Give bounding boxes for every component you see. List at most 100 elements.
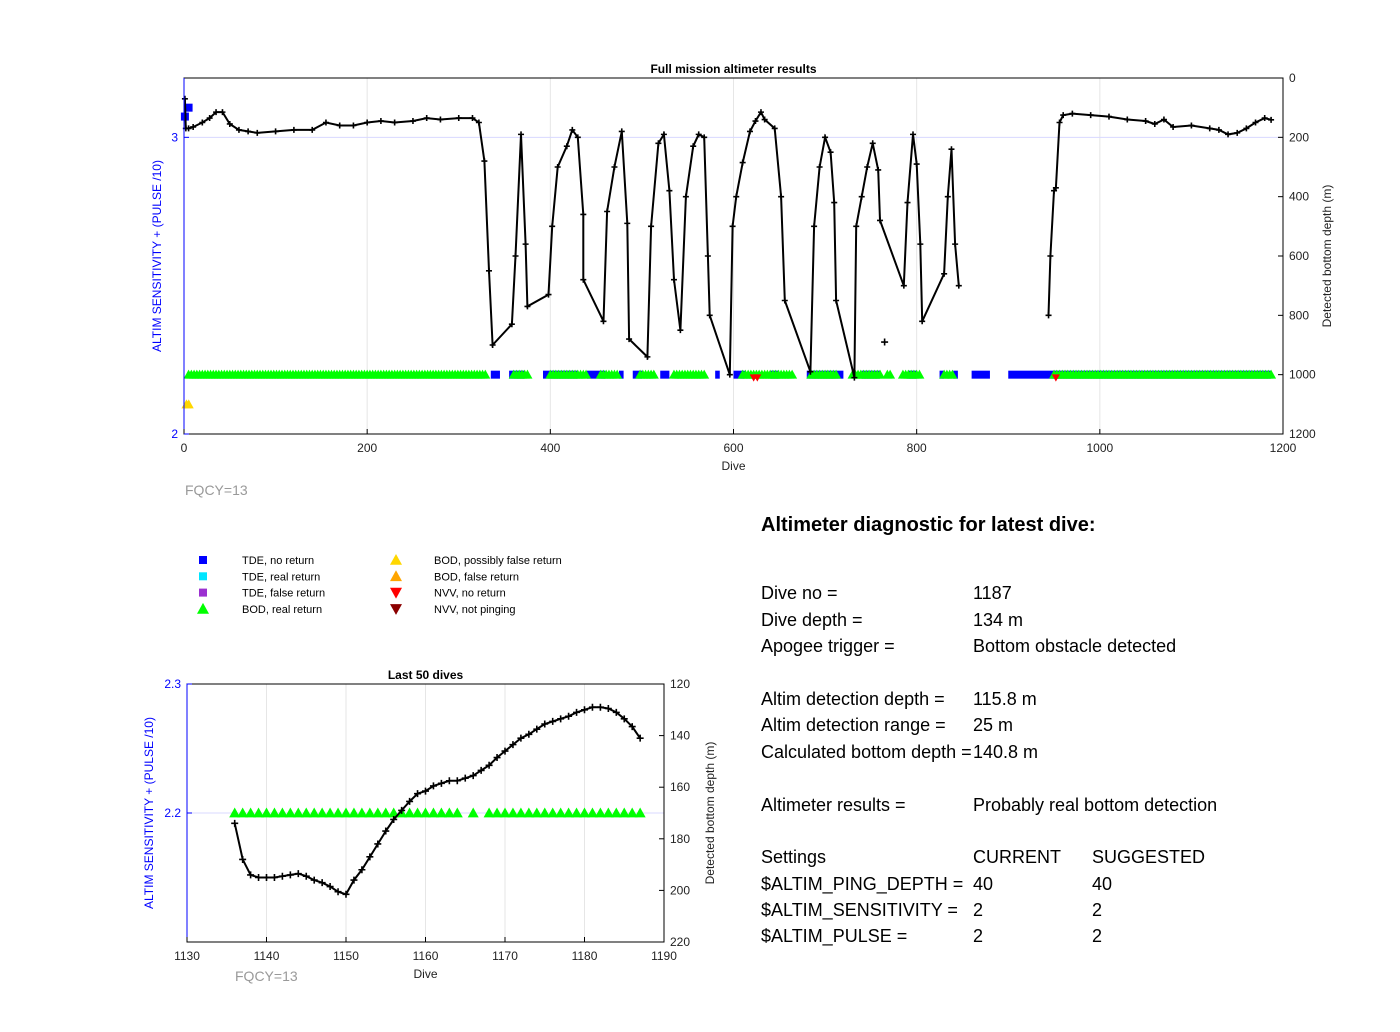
altim-detection-range-label: Altim detection range = [761,715,946,736]
depth-point [900,282,907,289]
bod-real-return-marker [443,807,455,818]
bod-real-return-marker [831,369,842,379]
depth-point [833,297,840,304]
tde-no-return-marker [586,370,606,379]
legend-label: BOD, false return [434,571,519,583]
depth-point [302,872,310,880]
depth-point [580,276,587,283]
sensitivity-current: 2 [973,900,984,921]
bod-real-return-marker [245,807,257,818]
bod-real-return-marker [276,807,288,818]
depth-point [941,270,948,277]
depth-point [350,122,357,129]
x-tick-label: 800 [907,441,927,455]
depth-point [239,855,247,863]
legend-marker [197,602,209,614]
legend-marker [390,570,402,582]
depth-point [778,193,785,200]
depth-point [554,164,561,170]
y-right-tick-label: 1200 [1289,427,1316,441]
bod-real-return-marker [581,369,592,379]
current-column-label: CURRENT [973,847,1061,868]
tde-no-return-marker [619,370,624,379]
depth-point [919,318,926,325]
depth-point [469,772,477,780]
depth-point [752,118,759,125]
depth-point [517,734,525,742]
bod-real-return-marker [356,807,368,818]
depth-point [1252,119,1259,126]
depth-point [549,223,556,230]
depth-point [501,747,509,755]
bod-real-return-marker [612,369,623,379]
dive-no-value: 1187 [973,583,1012,604]
fqcy-annotation: FQCY=13 [235,968,298,984]
depth-point [682,193,689,200]
depth-point [1047,253,1054,259]
depth-point [485,267,492,274]
depth-point [757,109,764,116]
depth-point [391,119,398,126]
depth-point [518,131,525,138]
altimeter-diagnostic-panel: Altimeter diagnostic for latest dive: Di… [761,514,1381,950]
apogee-trigger-row: Apogee trigger = Bottom obstacle detecte… [761,633,1381,659]
x-tick-label: 400 [540,441,560,455]
depth-point [580,211,587,218]
depth-point [677,327,684,334]
depth-point [853,223,860,230]
depth-point [660,131,667,138]
depth-point [310,876,318,884]
ping-depth-row: $ALTIM_PING_DEPTH = 40 40 [761,871,1381,897]
calculated-bottom-depth-label: Calculated bottom depth = [761,741,972,762]
depth-point [455,115,462,122]
x-tick-label: 1160 [413,949,439,963]
depth-point [875,166,882,173]
sensitivity-suggested: 2 [1092,900,1103,921]
y-right-tick-label: 200 [1289,130,1309,144]
legend-marker [390,587,402,599]
x-tick-label: 1180 [572,949,598,963]
depth-point [190,123,197,130]
y-left-tick-label: 2.2 [164,806,181,820]
bod-real-return-marker [648,369,659,379]
bod-real-return-marker [292,807,304,818]
legend-marker [199,556,207,564]
depth-point [771,125,778,132]
depth-point [827,149,834,156]
depth-point [604,705,612,713]
bod-real-return-marker [332,807,344,818]
nvv-no-return-marker [1051,374,1060,382]
depth-point [382,827,390,835]
depth-point [761,116,768,123]
altimeter-results-row: Altimeter results = Probably real bottom… [761,792,1381,818]
calculated-bottom-depth-row: Calculated bottom depth = 140.8 m [761,739,1381,765]
depth-point [1170,123,1177,130]
chart-title: Full mission altimeter results [650,62,816,76]
depth-point [1268,116,1275,123]
depth-point [612,708,620,716]
depth-point [913,161,920,168]
depth-point [729,223,736,230]
legend-marker [199,588,207,597]
depth-point [955,282,962,289]
depth-point [185,125,192,132]
bod-real-return-marker [404,807,416,818]
x-tick-label: 1130 [174,949,200,963]
y-left-tick-label: 3 [171,130,178,144]
depth-point [1160,116,1167,123]
y-left-axis-label: ALTIM SENSITIVITY + (PULSE /10) [142,717,156,909]
bod-real-return-marker [563,807,575,818]
tde-no-return-marker [660,370,670,379]
depth-profile-line [233,706,641,896]
x-tick-label: 1000 [1086,441,1113,455]
depth-point [390,815,398,823]
legend-label: TDE, real return [242,571,320,583]
depth-point [522,241,529,248]
depth-point [226,120,233,127]
depth-point [670,276,677,283]
bod-real-return-marker [531,807,543,818]
bod-real-return-marker [340,807,352,818]
bod-real-return-marker [451,807,463,818]
tde-no-return-marker [971,370,990,379]
depth-point [1215,126,1222,133]
